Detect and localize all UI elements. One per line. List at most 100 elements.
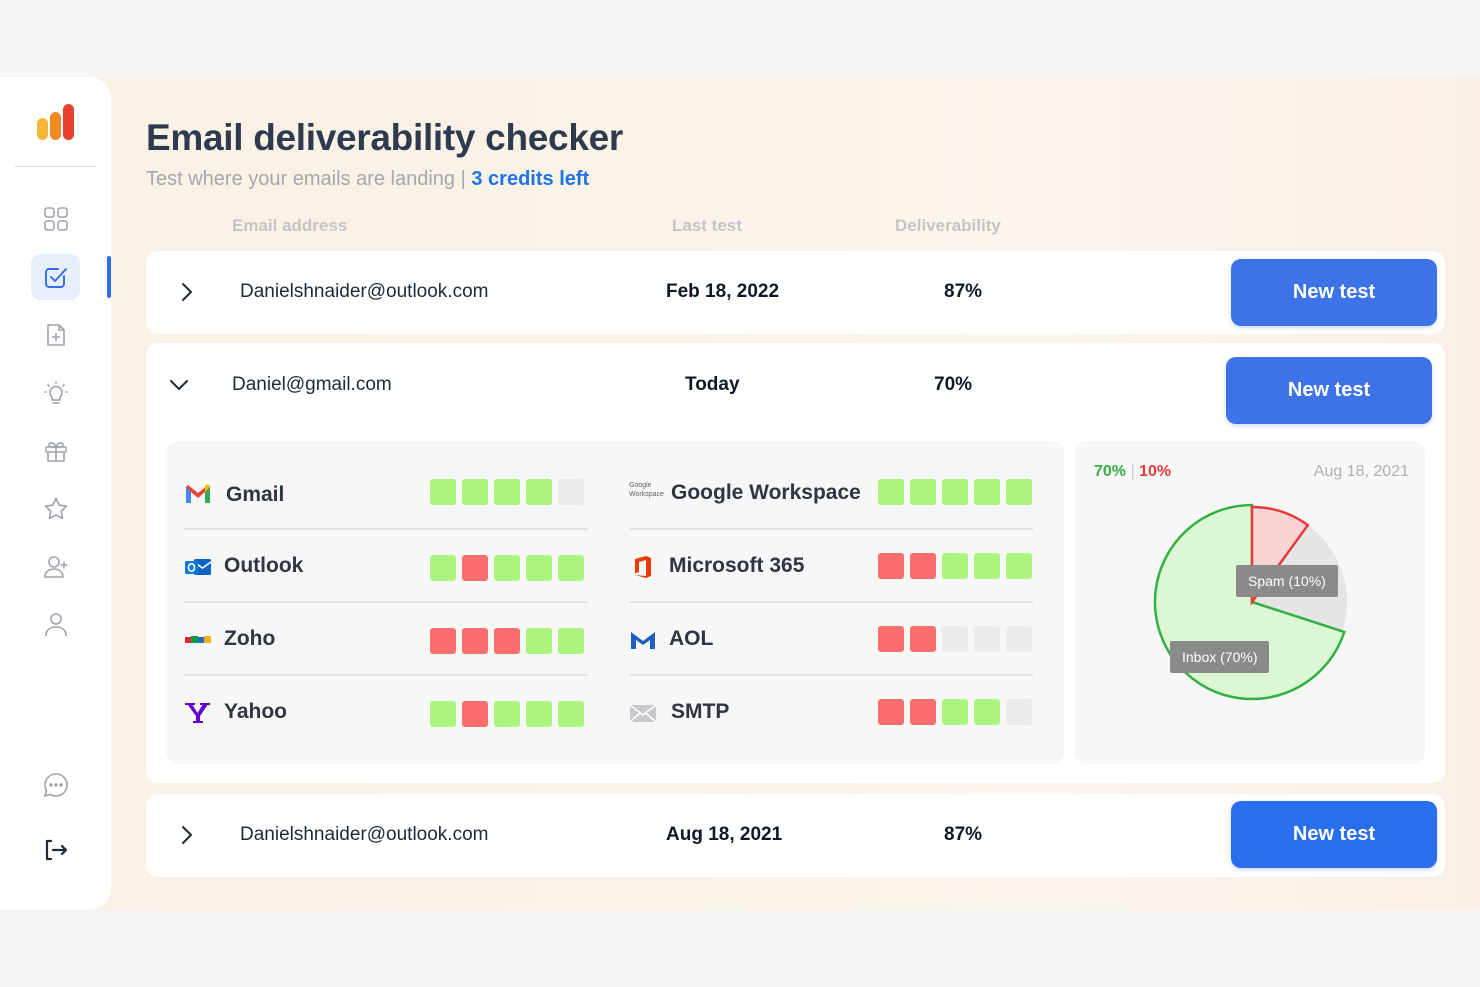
provider-row-zoho: Zoho xyxy=(184,603,588,676)
inbox-square xyxy=(494,701,520,727)
column-header-deliverability: Deliverability xyxy=(895,216,1001,235)
smtp-envelope-icon xyxy=(629,704,657,723)
inbox-square xyxy=(1006,479,1032,505)
column-header-email: Email address xyxy=(232,216,348,235)
inbox-square xyxy=(430,555,456,581)
sidebar-item-favorites[interactable] xyxy=(31,486,80,532)
gmail-icon xyxy=(186,484,210,503)
provider-name: AOL xyxy=(669,627,714,650)
credits-left[interactable]: 3 credits left xyxy=(471,168,590,190)
sidebar-item-checker[interactable] xyxy=(31,254,80,300)
subtitle-text: Test where your emails are landing xyxy=(146,168,456,190)
new-test-button[interactable]: New test xyxy=(1226,357,1432,424)
microsoft-365-icon xyxy=(635,556,651,578)
pie-chart xyxy=(1153,503,1347,701)
sidebar-item-profile[interactable] xyxy=(31,602,80,648)
inbox-square xyxy=(974,479,1000,505)
chart-legend: 70% | 10% xyxy=(1094,463,1171,481)
provider-name: Outlook xyxy=(224,554,304,577)
row-divider xyxy=(629,528,1033,530)
email-row xyxy=(146,794,1445,877)
gift-icon xyxy=(44,442,67,462)
spam-square xyxy=(878,699,904,725)
inbox-square xyxy=(526,701,552,727)
aol-icon xyxy=(631,632,655,649)
chart-date: Aug 18, 2021 xyxy=(1313,463,1409,480)
zoho-icon xyxy=(185,636,211,643)
sidebar-item-chat[interactable] xyxy=(31,762,80,808)
legend-separator: | xyxy=(1130,463,1135,480)
spam-square xyxy=(494,628,520,654)
empty-square xyxy=(558,479,584,505)
inbox-square xyxy=(526,479,552,505)
logout-icon xyxy=(45,839,67,861)
deliverability-chart-panel: 70% | 10% Aug 18, 2021 Spam (10%) Inbox … xyxy=(1074,441,1425,764)
new-test-button[interactable]: New test xyxy=(1231,259,1437,326)
subtitle-separator: | xyxy=(460,168,466,190)
email-address: Danielshnaider@outlook.com xyxy=(240,824,489,845)
page-subtitle: Test where your emails are landing | 3 c… xyxy=(146,168,589,191)
placement-squares xyxy=(430,555,584,581)
sidebar-item-invite[interactable] xyxy=(31,544,80,590)
user-icon xyxy=(44,613,67,637)
spam-square xyxy=(910,626,936,652)
row-divider xyxy=(184,674,588,676)
sidebar-active-indicator xyxy=(107,256,111,298)
lightbulb-icon xyxy=(43,381,68,404)
empty-square xyxy=(1006,626,1032,652)
deliverability-value: 87% xyxy=(944,824,983,845)
sidebar-item-logout[interactable] xyxy=(31,827,80,873)
email-address: Danielshnaider@outlook.com xyxy=(240,281,489,302)
provider-row-yahoo: Yahoo xyxy=(184,676,588,749)
provider-name: Zoho xyxy=(224,627,276,650)
page-title: Email deliverability checker xyxy=(146,117,623,158)
sidebar-item-dashboard[interactable] xyxy=(31,196,80,242)
row-divider xyxy=(184,528,588,530)
provider-name: Gmail xyxy=(226,483,285,506)
spam-square xyxy=(462,628,488,654)
empty-square xyxy=(974,626,1000,652)
placement-squares xyxy=(430,479,584,505)
dashboard-grid-icon xyxy=(43,207,68,231)
inbox-square xyxy=(974,699,1000,725)
provider-row-aol: AOL xyxy=(629,603,1033,676)
provider-row-google-workspace: Google Workspace Google Workspace xyxy=(629,457,1033,530)
chevron-right-icon[interactable] xyxy=(176,824,198,846)
sidebar xyxy=(0,77,111,910)
last-test-date: Today xyxy=(685,374,740,395)
inbox-square xyxy=(942,479,968,505)
yahoo-icon xyxy=(185,703,210,723)
sidebar-item-ideas[interactable] xyxy=(31,370,80,416)
provider-name: SMTP xyxy=(671,700,730,723)
sidebar-item-files[interactable] xyxy=(31,312,80,358)
inbox-square xyxy=(910,479,936,505)
inbox-tooltip: Inbox (70%) xyxy=(1170,641,1270,673)
spam-tooltip: Spam (10%) xyxy=(1236,565,1338,597)
provider-row-microsoft-365: Microsoft 365 xyxy=(629,530,1033,603)
empty-square xyxy=(942,626,968,652)
app-logo[interactable] xyxy=(37,104,75,140)
inbox-square xyxy=(942,553,968,579)
inbox-square xyxy=(462,479,488,505)
inbox-square xyxy=(494,555,520,581)
email-address: Daniel@gmail.com xyxy=(232,374,392,395)
spam-square xyxy=(462,555,488,581)
sidebar-divider xyxy=(15,166,96,167)
column-header-last-test: Last test xyxy=(672,216,742,235)
inbox-square xyxy=(526,555,552,581)
spam-square xyxy=(910,699,936,725)
row-divider xyxy=(629,601,1033,603)
inbox-square xyxy=(974,553,1000,579)
inbox-square xyxy=(558,555,584,581)
new-test-button[interactable]: New test xyxy=(1231,801,1437,868)
chevron-down-icon[interactable] xyxy=(168,374,190,396)
sidebar-item-rewards[interactable] xyxy=(31,428,80,474)
last-test-date: Aug 18, 2021 xyxy=(666,824,783,845)
row-divider xyxy=(629,674,1033,676)
google-workspace-icon: Google Workspace xyxy=(629,482,664,498)
chevron-right-icon[interactable] xyxy=(176,281,198,303)
placement-squares xyxy=(878,699,1032,725)
inbox-square xyxy=(526,628,552,654)
inbox-square xyxy=(558,628,584,654)
provider-name: Google Workspace xyxy=(671,481,861,504)
